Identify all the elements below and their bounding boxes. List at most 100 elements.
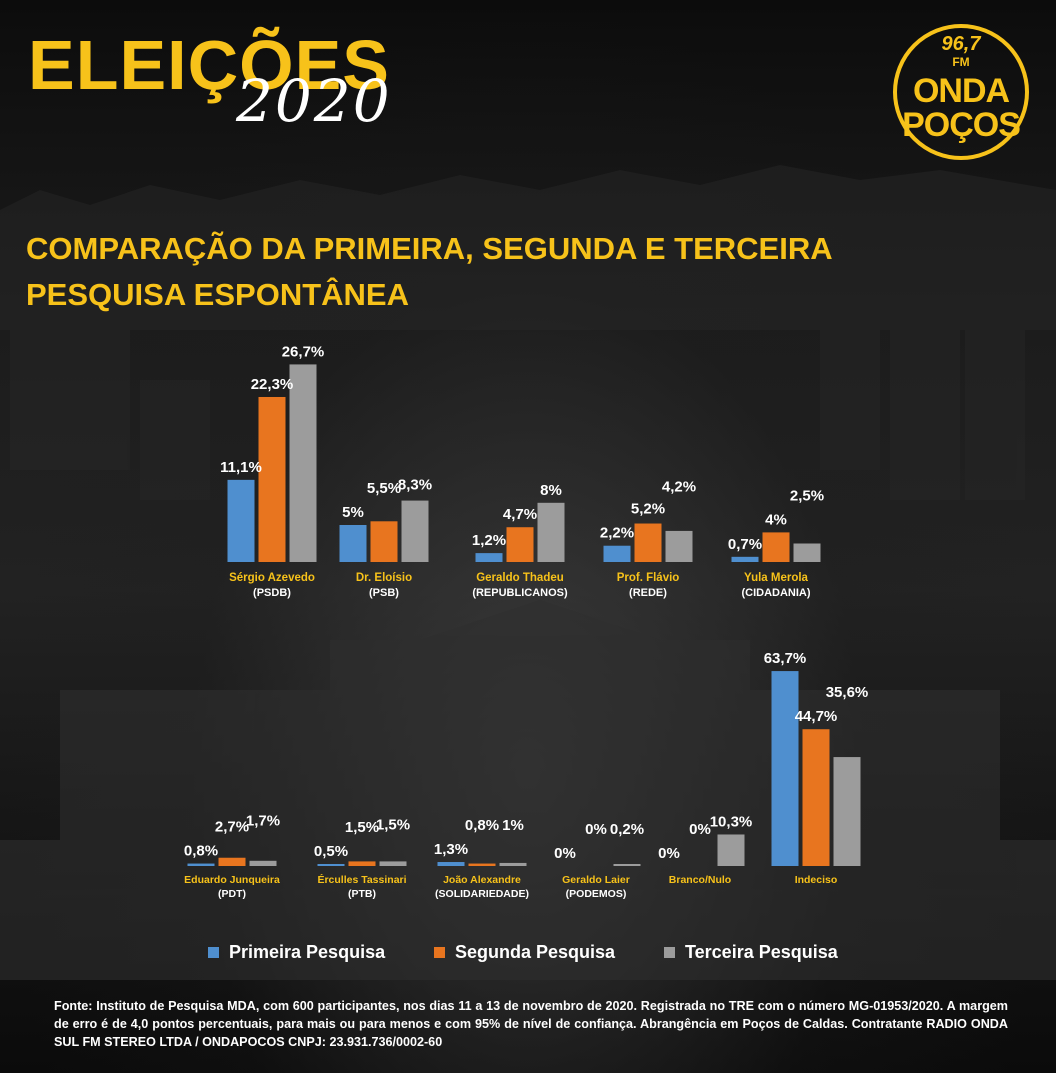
chart-title-line2: PESQUISA ESPONTÂNEA (26, 277, 409, 312)
value-label-joao-alexandre-terceira: 1% (502, 817, 524, 834)
category-label-geraldo-thadeu: Geraldo Thadeu (476, 572, 564, 584)
legend-item-segunda: Segunda Pesquisa (434, 940, 615, 964)
party-label-eduardo-junqueira: (PDT) (218, 888, 246, 900)
value-label-yula-merola-segunda: 4% (765, 511, 787, 528)
legend-swatch-segunda (434, 946, 445, 958)
bar-indeciso-segunda (802, 729, 830, 866)
bar-yula-merola-terceira (793, 543, 821, 562)
bar-yula-merola-segunda (762, 532, 790, 562)
value-label-eduardo-junqueira-primeira: 0,8% (184, 843, 218, 860)
category-label-branco-nulo: Branco/Nulo (669, 874, 731, 886)
bar-eduardo-junqueira-segunda (218, 857, 246, 866)
bar-sergio-azevedo-primeira (227, 479, 255, 562)
category-label-dr-eloisio: Dr. Eloísio (356, 572, 412, 584)
value-label-branco-nulo-terceira: 10,3% (710, 813, 753, 830)
bar-eduardo-junqueira-terceira (249, 860, 277, 866)
value-label-sergio-azevedo-primeira: 11,1% (220, 459, 262, 476)
category-label-yula-merola: Yula Merola (744, 572, 809, 584)
bar-dr-eloisio-terceira (401, 500, 429, 562)
bar-prof-flavio-primeira (603, 545, 631, 562)
chart-title-line1: COMPARAÇÃO DA PRIMEIRA, SEGUNDA E TERCEI… (26, 231, 833, 266)
legend-label-terceira: Terceira Pesquisa (685, 941, 838, 962)
legend-item-primeira: Primeira Pesquisa (208, 940, 385, 964)
value-label-erculles-tassinari-segunda: 1,5% (345, 819, 379, 836)
party-label-sergio-azevedo: (PSDB) (253, 587, 291, 599)
value-label-yula-merola-primeira: 0,7% (728, 536, 762, 553)
category-label-erculles-tassinari: Érculles Tassinari (317, 873, 406, 886)
party-label-dr-eloisio: (PSB) (369, 587, 399, 599)
bar-geraldo-thadeu-terceira (537, 502, 565, 562)
bar-dr-eloisio-primeira (339, 525, 367, 562)
value-label-indeciso-terceira: 35,6% (826, 684, 869, 701)
value-label-eduardo-junqueira-terceira: 1,7% (246, 813, 280, 830)
party-label-erculles-tassinari: (PTB) (348, 888, 376, 900)
category-label-sergio-azevedo: Sérgio Azevedo (229, 572, 315, 584)
value-label-indeciso-segunda: 44,7% (795, 708, 838, 725)
party-label-geraldo-thadeu: (REPUBLICANOS) (472, 587, 568, 599)
value-label-joao-alexandre-segunda: 0,8% (465, 817, 499, 834)
value-label-erculles-tassinari-primeira: 0,5% (314, 843, 348, 860)
bar-indeciso-terceira (833, 757, 861, 866)
logo-frequency: 96,7 (941, 33, 981, 55)
bar-sergio-azevedo-segunda (258, 396, 286, 562)
value-label-sergio-azevedo-segunda: 22,3% (251, 376, 294, 393)
bar-sergio-azevedo-terceira (289, 364, 317, 562)
bar-dr-eloisio-segunda (370, 521, 398, 562)
bar-joao-alexandre-segunda (468, 863, 496, 866)
party-label-geraldo-laier: (PODEMOS) (566, 888, 627, 900)
value-label-geraldo-thadeu-primeira: 1,2% (472, 532, 506, 549)
value-label-joao-alexandre-primeira: 1,3% (434, 841, 468, 858)
category-label-geraldo-laier: Geraldo Laier (562, 874, 630, 886)
bar-branco-nulo-terceira (717, 834, 745, 866)
category-label-joao-alexandre: João Alexandre (443, 874, 521, 886)
source-footnote: Fonte: Instituto de Pesquisa MDA, com 60… (54, 999, 1008, 1049)
bar-prof-flavio-segunda (634, 523, 662, 562)
bar-erculles-tassinari-primeira (317, 864, 345, 866)
value-label-prof-flavio-segunda: 5,2% (631, 501, 665, 518)
chart-title: COMPARAÇÃO DA PRIMEIRA, SEGUNDA E TERCEI… (26, 226, 1036, 318)
onda-pocos-logo: 96,7 FM ONDA POÇOS (893, 24, 1029, 160)
value-label-dr-eloisio-terceira: 8,3% (398, 476, 432, 493)
value-label-yula-merola-terceira: 2,5% (790, 487, 824, 504)
value-label-branco-nulo-primeira: 0% (658, 845, 680, 862)
value-label-geraldo-laier-terceira: 0,2% (610, 821, 644, 838)
bar-prof-flavio-terceira (665, 530, 693, 562)
logo-name-line2: POÇOS (902, 106, 1021, 144)
party-label-yula-merola: (CIDADANIA) (741, 587, 810, 599)
value-label-dr-eloisio-segunda: 5,5% (367, 480, 401, 497)
logo-name-line1: ONDA (912, 72, 1010, 110)
header-year: 2020 (236, 67, 392, 135)
bar-erculles-tassinari-segunda (348, 861, 376, 866)
category-label-eduardo-junqueira: Eduardo Junqueira (184, 874, 280, 886)
header-title: ELEIÇÕES (28, 26, 390, 104)
value-label-branco-nulo-segunda: 0% (689, 821, 711, 838)
bar-geraldo-thadeu-segunda (506, 527, 534, 562)
bar-joao-alexandre-terceira (499, 862, 527, 866)
bar-indeciso-primeira (771, 671, 799, 866)
legend-swatch-terceira (664, 946, 675, 958)
value-label-prof-flavio-terceira: 4,2% (662, 479, 696, 496)
value-label-geraldo-thadeu-segunda: 4,7% (503, 506, 537, 523)
value-label-dr-eloisio-primeira: 5% (342, 504, 364, 521)
bar-eduardo-junqueira-primeira (187, 863, 215, 866)
legend-label-segunda: Segunda Pesquisa (455, 941, 616, 962)
legend-item-terceira: Terceira Pesquisa (664, 940, 838, 964)
value-label-geraldo-laier-segunda: 0% (585, 821, 607, 838)
bar-joao-alexandre-primeira (437, 862, 465, 866)
value-label-eduardo-junqueira-segunda: 2,7% (215, 819, 249, 836)
bar-geraldo-laier-terceira (613, 864, 641, 866)
value-label-geraldo-laier-primeira: 0% (554, 845, 576, 862)
chart-legend: Primeira Pesquisa Segunda Pesquisa Terce… (208, 940, 868, 964)
party-label-prof-flavio: (REDE) (629, 587, 667, 599)
value-label-indeciso-primeira: 63,7% (764, 650, 807, 667)
value-label-geraldo-thadeu-terceira: 8% (540, 482, 562, 499)
category-label-indeciso: Indeciso (795, 874, 838, 886)
category-label-prof-flavio: Prof. Flávio (617, 572, 680, 584)
legend-swatch-primeira (208, 946, 219, 958)
value-label-prof-flavio-primeira: 2,2% (600, 525, 634, 542)
logo-band: FM (952, 55, 970, 69)
bar-yula-merola-primeira (731, 556, 759, 562)
value-label-sergio-azevedo-terceira: 26,7% (282, 343, 325, 360)
